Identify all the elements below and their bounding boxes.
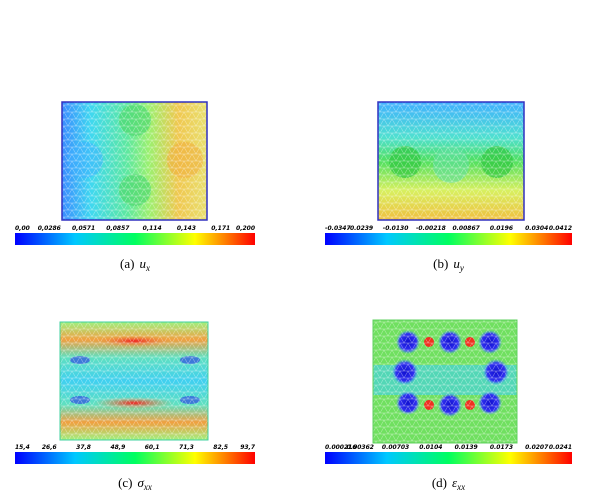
colorbar-tick-label: 0.0139 [455, 444, 478, 451]
caption: (c) σxx [118, 475, 152, 492]
caption-subscript: xx [143, 482, 152, 492]
colorbar-tick-label: 0.0241 [549, 444, 572, 451]
colorbar-tick-label: -0.0130 [383, 225, 409, 232]
colorbar-tick-label: 0,200 [236, 225, 255, 232]
colorbar-tick-label: 93,7 [240, 444, 256, 451]
colorbar-tick-label: 0,143 [177, 225, 196, 232]
caption-symbol: ε [452, 475, 458, 490]
colorbar-tick-label: 48,9 [110, 444, 125, 451]
colorbar [15, 452, 255, 464]
colorbar-tick-label: 0,171 [211, 225, 230, 232]
colorbar-tick-label: 82,5 [213, 444, 228, 451]
colorbar [325, 233, 572, 245]
colorbar-tick-label: -0.00218 [416, 225, 446, 232]
colorbar-tick-label: 0,0286 [38, 225, 61, 232]
caption-label: (a) [120, 256, 134, 271]
colorbar-tick-label: 37,8 [76, 444, 91, 451]
caption-subscript: x [145, 263, 150, 273]
caption: (a) ux [120, 256, 150, 273]
colorbar-tick-label: -0.0239 [347, 225, 373, 232]
colorbar-tick-label: 15,4 [15, 444, 30, 451]
colorbar-tick-label: 0.0173 [490, 444, 513, 451]
caption-label: (b) [433, 256, 448, 271]
caption-label: (c) [118, 475, 132, 490]
colorbar-tick-label: 0.0207 [525, 444, 549, 451]
caption-subscript: xx [456, 482, 465, 492]
colorbar-tick-label: 0,114 [143, 225, 162, 232]
caption: (d) εxx [432, 475, 465, 492]
colorbar [15, 233, 255, 245]
caption-symbol: σ [138, 475, 145, 490]
caption-label: (d) [432, 475, 447, 490]
colorbar-tick-label: 0.0196 [490, 225, 513, 232]
colorbar-tick-label: 0.00703 [382, 444, 409, 451]
colorbar-tick-label: 26,6 [42, 444, 57, 451]
colorbar-tick-label: 0.0104 [419, 444, 442, 451]
mesh-sxx [59, 321, 209, 441]
colorbar-tick-label: 0.0412 [549, 225, 572, 232]
colorbar-tick-label: 0,00 [15, 225, 30, 232]
colorbar-tick-label: 0.00362 [347, 444, 374, 451]
colorbar-tick-label: 0.0304 [525, 225, 548, 232]
caption: (b) uy [433, 256, 464, 273]
colorbar-tick-label: 0.000216 [325, 444, 357, 451]
mesh-uy [377, 101, 525, 221]
colorbar-tick-label: 71,3 [179, 444, 194, 451]
mesh-exx [372, 319, 518, 444]
colorbar-tick-label: 0.00867 [452, 225, 480, 232]
caption-subscript: y [459, 263, 464, 273]
colorbar [325, 452, 572, 464]
colorbar-tick-label: 60,1 [145, 444, 160, 451]
caption-symbol: u [453, 256, 460, 271]
colorbar-tick-label: -0.0347 [325, 225, 351, 232]
mesh-ux [61, 101, 208, 221]
colorbar-tick-label: 0,0857 [106, 225, 130, 232]
colorbar-tick-label: 0,0571 [72, 225, 95, 232]
caption-symbol: u [139, 256, 146, 271]
